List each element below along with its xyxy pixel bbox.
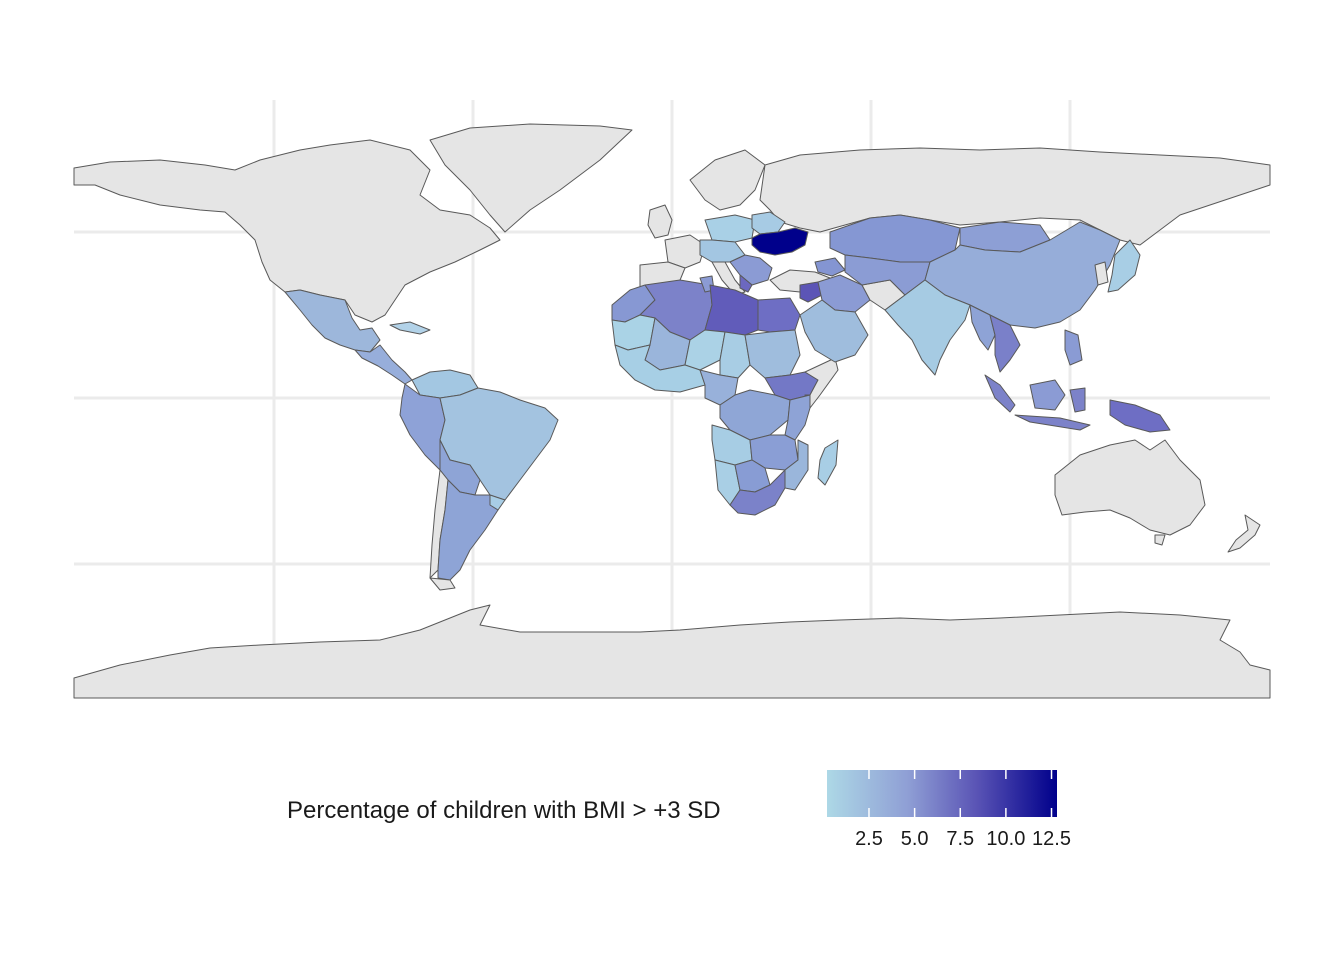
region-indonesia-borneo [1029,379,1066,411]
legend-title: Percentage of children with BMI > +3 SD [287,797,721,824]
region-sudan [744,329,801,379]
region-saudi-arabia [799,299,869,363]
region-tierra-del-fuego [429,577,456,591]
region-cuba [389,321,431,335]
legend-tick-label: 2.5 [855,828,883,850]
region-philippines [1064,329,1083,366]
legend-tick-label: 7.5 [946,828,975,850]
region-mozambique [784,439,809,491]
legend-tick-label: 10.0 [986,828,1026,850]
region-antarctica [73,604,1271,699]
region-papua [1109,399,1171,433]
region-indonesia-sulawesi [1069,387,1086,413]
region-indonesia-sumatra [984,374,1016,413]
region-argentina [437,479,499,581]
region-scandinavia [689,149,766,211]
region-greenland [429,123,633,233]
region-madagascar [817,439,839,486]
region-tasmania [1154,534,1166,546]
region-indonesia-java [1014,414,1091,431]
legend-tick-label: 12.5 [1032,828,1071,850]
region-north-america [73,139,501,323]
region-central-america [354,344,413,385]
legend-gradient-rect [827,770,1057,817]
region-caucasus [814,257,846,277]
region-korea [1094,261,1109,286]
region-japan [1107,239,1141,293]
region-uruguay [489,494,506,511]
region-italy [711,261,746,296]
region-balkans [729,254,773,286]
region-uk [647,204,673,239]
region-kenya [784,394,811,441]
region-new-zealand [1227,514,1261,553]
region-india [884,279,971,376]
region-albania [739,274,753,293]
region-poland [704,214,756,243]
region-south-africa [729,469,786,516]
region-egypt [757,297,801,333]
region-syria [799,281,823,303]
region-thailand [989,314,1021,373]
region-australia [1054,439,1206,536]
legend-tick-label: 5.0 [900,828,929,850]
legend-colorbar [827,770,1057,817]
region-ukraine [751,227,809,256]
legend-tick-labels: 2.5 5.0 7.5 10.0 12.5 [827,828,1071,854]
region-mexico [284,289,381,353]
region-libya [704,284,759,336]
